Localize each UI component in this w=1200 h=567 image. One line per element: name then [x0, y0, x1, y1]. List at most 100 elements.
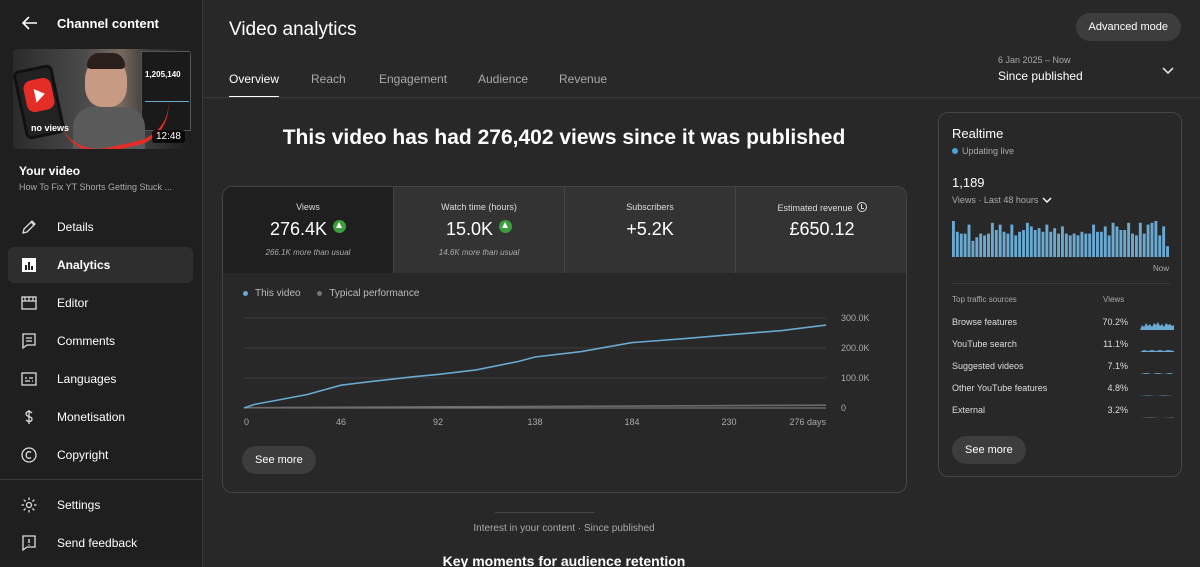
metric-watch-time[interactable]: Watch time (hours) 15.0K 14.6K more than… [394, 187, 565, 273]
sidebar-item-send-feedback[interactable]: Send feedback [8, 525, 193, 561]
y-tick-label: 200.0K [841, 343, 870, 353]
realtime-bar [1096, 231, 1099, 257]
traffic-sparkline [1140, 350, 1174, 352]
thumbnail-overlay-text: no views [31, 123, 70, 133]
thumbnail-person-body [73, 107, 145, 149]
realtime-bar [1068, 235, 1072, 257]
realtime-bar [1045, 224, 1049, 257]
realtime-bar [1150, 222, 1154, 257]
realtime-bar [1099, 231, 1103, 257]
metric-comparison: 266.1K more than usual [265, 248, 351, 257]
sidebar-item-details[interactable]: Details [8, 209, 193, 245]
traffic-sparkline [1140, 417, 1174, 418]
realtime-bar [1127, 222, 1131, 257]
realtime-bar [1037, 228, 1041, 257]
metric-subscribers[interactable]: Subscribers +5.2K [565, 187, 736, 273]
realtime-bar [1154, 221, 1158, 257]
traffic-source-row: YouTube search 11.1% [952, 337, 1174, 355]
legend-label: This video [255, 288, 301, 299]
traffic-source-name: Other YouTube features [952, 383, 1048, 393]
realtime-bar [1162, 226, 1166, 257]
tab-engagement[interactable]: Engagement [379, 72, 448, 86]
realtime-bar [1006, 233, 1010, 257]
realtime-bar [983, 235, 987, 257]
advanced-mode-button[interactable]: Advanced mode [1075, 13, 1181, 41]
y-tick-label: 0 [841, 403, 846, 413]
clock-icon [856, 202, 867, 212]
sidebar-item-editor[interactable]: Editor [8, 285, 193, 321]
legend-this-video: This video [243, 288, 301, 299]
realtime-period-label: Views · Last 48 hours [952, 195, 1039, 205]
realtime-bar [1018, 231, 1022, 257]
overview-card: Views 276.4K 266.1K more than usual Watc… [222, 186, 907, 493]
traffic-source-percent: 3.2% [1107, 405, 1128, 415]
chevron-down-icon[interactable] [1161, 63, 1175, 77]
realtime-bar [1033, 230, 1037, 257]
sidebar-item-analytics[interactable]: Analytics [8, 247, 193, 283]
metric-value-text: 15.0K [445, 219, 494, 239]
video-title: How To Fix YT Shorts Getting Stuck ... [19, 182, 173, 192]
date-range-label[interactable]: Since published [998, 69, 1083, 83]
y-tick-label: 300.0K [841, 313, 870, 323]
tab-reach[interactable]: Reach [311, 72, 346, 86]
realtime-bar [990, 222, 994, 257]
copyright-icon [21, 447, 37, 463]
realtime-bar [1138, 222, 1142, 257]
gear-icon [21, 497, 37, 513]
x-tick-label: 92 [433, 417, 443, 427]
views-headline: This video has had 276,402 views since i… [282, 126, 846, 149]
realtime-bar [1166, 246, 1169, 257]
realtime-bar [955, 231, 959, 257]
traffic-source-percent: 11.1% [1103, 339, 1128, 349]
tab-audience[interactable]: Audience [478, 72, 529, 86]
realtime-see-more-button[interactable]: See more [952, 436, 1026, 464]
y-tick-label: 100.0K [841, 373, 870, 383]
legend-dot [317, 291, 323, 296]
sidebar-item-comments[interactable]: Comments [8, 323, 193, 359]
sidebar-item-label: Monetisation [57, 410, 126, 424]
traffic-sources-header: Top traffic sources [952, 295, 1017, 304]
realtime-bar [1072, 233, 1076, 257]
video-duration: 12:48 [151, 130, 185, 143]
video-thumbnail[interactable]: 1,205,140 no views 12:48 [13, 49, 191, 149]
traffic-sparkline [1140, 373, 1174, 374]
realtime-now-label: Now [1152, 264, 1169, 273]
metric-estimated-revenue[interactable]: Estimated revenue £650.12 [736, 187, 906, 273]
realtime-period-dropdown[interactable]: Views · Last 48 hours [952, 195, 1052, 205]
metric-label-text: Estimated revenue [777, 203, 853, 213]
sidebar-item-settings[interactable]: Settings [8, 487, 193, 523]
tab-overview[interactable]: Overview [229, 72, 280, 98]
realtime-bar [1029, 226, 1033, 257]
realtime-card: Realtime Updating live 1,189 Views · Las… [938, 112, 1182, 477]
thumbnail-screen-number: 1,205,140 [145, 70, 181, 79]
film-icon [21, 296, 37, 310]
sidebar-item-label: Details [57, 220, 94, 234]
sidebar-item-monetisation[interactable]: Monetisation [8, 399, 193, 435]
date-range[interactable]: 6 Jan 2025 – Now [998, 55, 1071, 65]
legend-typical-performance: Typical performance [317, 288, 419, 299]
realtime-bar [1061, 226, 1064, 257]
sidebar-item-label: Analytics [57, 258, 111, 272]
realtime-bar [1014, 235, 1018, 257]
realtime-bar [1041, 231, 1045, 257]
sidebar-item-copyright[interactable]: Copyright [8, 437, 193, 473]
metric-label: Subscribers [626, 202, 674, 212]
sidebar-item-languages[interactable]: Languages [8, 361, 193, 397]
tab-revenue[interactable]: Revenue [559, 72, 608, 86]
back-arrow-icon[interactable] [20, 13, 40, 33]
realtime-bar [1123, 230, 1127, 257]
see-more-button[interactable]: See more [242, 446, 316, 474]
realtime-bar [1076, 235, 1080, 257]
metric-label: Estimated revenue [736, 202, 906, 213]
page-title: Video analytics [229, 19, 357, 40]
sidebar-item-label: Languages [57, 372, 117, 386]
section-heading: Key moments for audience retention [442, 553, 686, 567]
metric-views[interactable]: Views 276.4K 266.1K more than usual [223, 187, 394, 273]
realtime-view-count: 1,189 [952, 175, 985, 190]
realtime-bar [1119, 230, 1123, 257]
realtime-bar [994, 230, 998, 257]
traffic-sparkline [1140, 395, 1174, 396]
realtime-bar [1064, 233, 1068, 257]
realtime-bar [959, 233, 963, 257]
sidebar-header: Channel content [0, 0, 203, 46]
